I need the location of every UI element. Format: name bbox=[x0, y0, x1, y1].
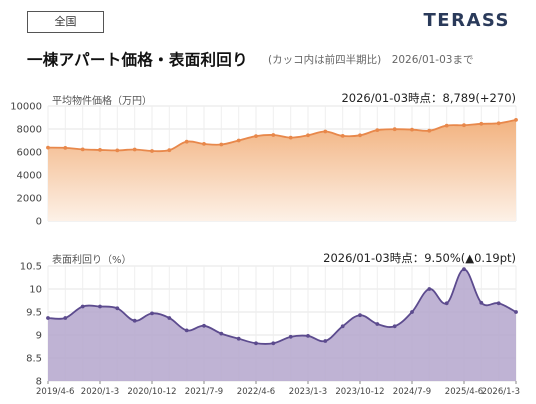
y-tick-label: 9.5 bbox=[26, 308, 42, 319]
data-point bbox=[323, 129, 328, 134]
y-tick-label: 10.5 bbox=[20, 262, 42, 273]
x-tick-label: 2023/1-3 bbox=[289, 387, 327, 397]
y-tick-label: 9 bbox=[36, 331, 42, 342]
data-point bbox=[479, 300, 484, 305]
data-point bbox=[410, 127, 414, 132]
data-point bbox=[219, 142, 224, 147]
brand-logo: TERASS bbox=[423, 10, 510, 31]
data-point bbox=[496, 301, 501, 306]
data-point bbox=[306, 133, 310, 138]
data-point bbox=[167, 148, 172, 153]
data-point bbox=[98, 148, 102, 152]
x-tick-label: 2020/10-12 bbox=[127, 387, 176, 397]
data-point bbox=[427, 128, 432, 133]
y-tick-label: 0 bbox=[36, 217, 42, 228]
data-point bbox=[63, 316, 68, 320]
data-point bbox=[496, 121, 501, 126]
data-point bbox=[392, 127, 397, 132]
page-title: 一棟アパート価格・表面利回り bbox=[27, 51, 248, 69]
x-tick-label: 2025/4-6 bbox=[445, 387, 483, 397]
yield-chart-title: 表面利回り（%） bbox=[52, 255, 132, 266]
data-point bbox=[427, 287, 432, 291]
data-point bbox=[80, 304, 85, 309]
data-point bbox=[150, 311, 154, 316]
area-fill bbox=[48, 119, 516, 221]
yield-current-value: 2026/01-03時点：9.50%(▲0.19pt) bbox=[323, 251, 516, 265]
y-tick-label: 8 bbox=[36, 377, 42, 388]
data-point bbox=[514, 310, 518, 314]
data-point bbox=[63, 146, 68, 150]
data-point bbox=[375, 128, 380, 132]
data-point bbox=[479, 121, 484, 126]
x-tick-label: 2026/1-3 bbox=[482, 387, 520, 397]
data-point bbox=[150, 149, 154, 153]
data-point bbox=[358, 133, 362, 138]
yield-chart: 8 8.5 9 9.5 10 10.5 2019/4-6 2020/1-3 2020/10-12… bbox=[20, 262, 520, 398]
y-tick-label: 8.5 bbox=[26, 354, 42, 365]
data-point bbox=[184, 139, 189, 144]
data-point bbox=[254, 134, 258, 138]
data-point bbox=[514, 118, 518, 122]
series-line bbox=[47, 119, 517, 153]
data-point bbox=[392, 324, 397, 329]
y-tick-label: 8000 bbox=[17, 125, 42, 136]
x-tick-label: 2020/1-3 bbox=[81, 387, 119, 397]
x-tick-label: 2019/4-6 bbox=[36, 387, 74, 397]
price-current-value: 2026/01-03時点：8,789(+270) bbox=[341, 91, 516, 105]
region-badge[interactable]: 全国 bbox=[27, 11, 104, 33]
y-tick-label: 2000 bbox=[17, 194, 42, 205]
data-point bbox=[236, 138, 241, 143]
series-line bbox=[47, 268, 517, 345]
data-point bbox=[271, 341, 276, 346]
y-tick-label: 4000 bbox=[17, 171, 42, 182]
data-point bbox=[288, 334, 293, 339]
data-point bbox=[115, 306, 120, 311]
y-tick-label: 10000 bbox=[10, 102, 42, 113]
data-point bbox=[288, 135, 293, 140]
data-point bbox=[375, 322, 380, 326]
area-fill bbox=[48, 269, 516, 381]
data-point bbox=[80, 147, 85, 152]
data-point bbox=[358, 313, 362, 318]
data-point bbox=[184, 328, 189, 333]
y-tick-label: 10 bbox=[29, 285, 42, 296]
data-point bbox=[98, 304, 102, 309]
data-point bbox=[323, 339, 328, 343]
data-point bbox=[271, 133, 276, 137]
page-note: (カッコ内は前四半期比) 2026/01-03まで bbox=[268, 54, 474, 66]
data-point bbox=[410, 310, 414, 314]
data-point bbox=[254, 341, 258, 346]
price-chart: 0 2000 4000 6000 8000 10000 bbox=[10, 102, 518, 228]
data-point bbox=[46, 316, 50, 320]
data-point bbox=[444, 301, 449, 306]
data-point bbox=[132, 147, 137, 152]
data-point bbox=[132, 318, 137, 323]
data-point bbox=[202, 142, 206, 146]
y-tick-label: 6000 bbox=[17, 148, 42, 159]
data-point bbox=[306, 334, 310, 338]
data-point bbox=[444, 123, 449, 128]
x-tick-label: 2024/7-9 bbox=[393, 387, 431, 397]
data-point bbox=[167, 316, 172, 320]
x-tick-label: 2023/10-12 bbox=[335, 387, 384, 397]
data-point bbox=[115, 148, 120, 153]
x-tick-label: 2021/7-9 bbox=[185, 387, 223, 397]
data-point bbox=[462, 123, 466, 128]
data-point bbox=[340, 134, 345, 138]
price-chart-title: 平均物件価格（万円） bbox=[52, 96, 152, 107]
data-point bbox=[340, 324, 345, 329]
data-point bbox=[46, 145, 50, 150]
data-point bbox=[462, 267, 466, 272]
data-point bbox=[219, 331, 224, 336]
data-point bbox=[236, 336, 241, 341]
x-tick-label: 2022/4-6 bbox=[237, 387, 275, 397]
data-point bbox=[202, 323, 206, 328]
